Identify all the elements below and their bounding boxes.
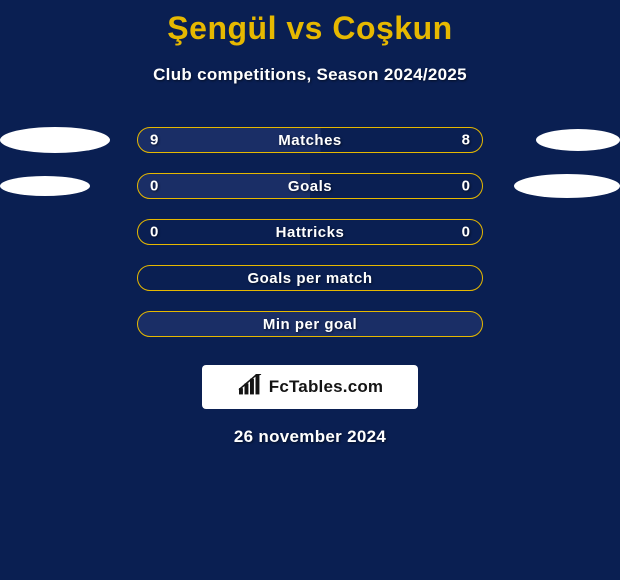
stat-row: Matches 9 8	[0, 117, 620, 163]
date: 26 november 2024	[0, 427, 620, 447]
comparison-card: Şengül vs Coşkun Club competitions, Seas…	[0, 0, 620, 580]
stat-row: Goals 0 0	[0, 163, 620, 209]
stat-value-right: 8	[462, 132, 470, 149]
stat-row: Min per goal	[0, 301, 620, 347]
stat-label: Goals per match	[247, 270, 372, 287]
stat-pill: Goals per match	[137, 265, 483, 291]
stat-row: Goals per match	[0, 255, 620, 301]
stat-label: Min per goal	[263, 316, 357, 333]
left-ellipse	[0, 176, 90, 196]
stat-row: Hattricks 0 0	[0, 209, 620, 255]
stat-label: Hattricks	[276, 224, 345, 241]
stat-label: Matches	[278, 132, 342, 149]
stat-pill: Min per goal	[137, 311, 483, 337]
stat-rows: Matches 9 8 Goals 0 0 Hattricks 0 0 Goals per mat…	[0, 117, 620, 347]
stat-value-right: 0	[462, 178, 470, 195]
left-ellipse	[0, 127, 110, 153]
branding-text: FcTables.com	[269, 377, 384, 397]
page-title: Şengül vs Coşkun	[0, 0, 620, 47]
branding-badge: FcTables.com	[202, 365, 418, 409]
stat-value-left: 9	[150, 132, 158, 149]
stat-value-left: 0	[150, 178, 158, 195]
stat-pill: Goals 0 0	[137, 173, 483, 199]
subtitle: Club competitions, Season 2024/2025	[0, 65, 620, 85]
stat-value-right: 0	[462, 224, 470, 241]
bar-chart-icon	[237, 374, 263, 401]
right-ellipse	[514, 174, 620, 198]
stat-pill: Hattricks 0 0	[137, 219, 483, 245]
stat-label: Goals	[288, 178, 332, 195]
stat-value-left: 0	[150, 224, 158, 241]
stat-pill: Matches 9 8	[137, 127, 483, 153]
right-ellipse	[536, 129, 620, 151]
